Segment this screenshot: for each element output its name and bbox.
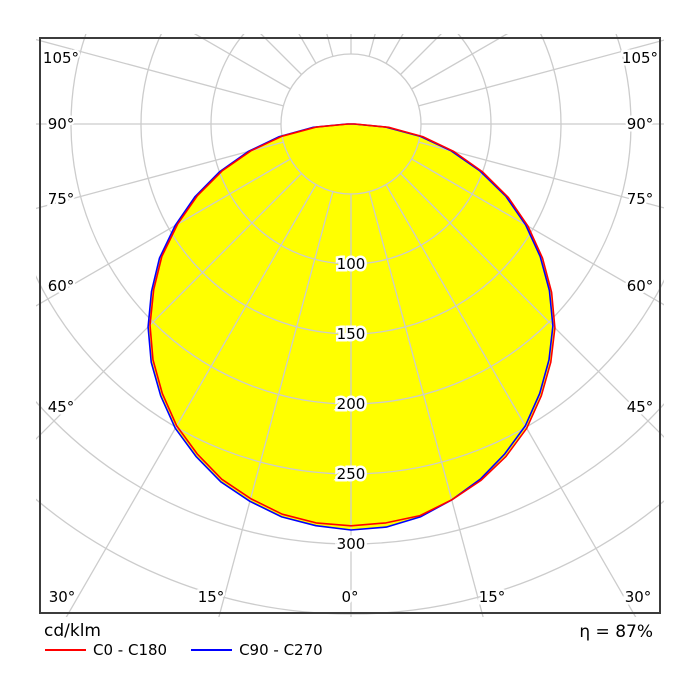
angle-label-left-60: 60° bbox=[48, 277, 75, 295]
angle-label-right-60: 60° bbox=[627, 277, 654, 295]
legend-units-label: cd/klm bbox=[44, 621, 101, 641]
angle-label-right-105: 105° bbox=[622, 49, 658, 67]
legend-item-c90-c270: C90 - C270 bbox=[239, 641, 323, 659]
angle-label-right-75: 75° bbox=[627, 190, 654, 208]
angle-label-bottom-2: 0° bbox=[341, 588, 358, 606]
legend: C0 - C180 C90 - C270 bbox=[45, 641, 347, 659]
angle-label-bottom-3: 15° bbox=[479, 588, 506, 606]
angle-label-right-45: 45° bbox=[627, 398, 654, 416]
radial-tick-label-300: 300 bbox=[337, 535, 366, 553]
angle-label-left-90: 90° bbox=[48, 115, 75, 133]
efficiency-value: η = 87% bbox=[579, 622, 653, 642]
legend-line-c90-c270-icon bbox=[191, 649, 233, 651]
angle-label-bottom-4: 30° bbox=[625, 588, 652, 606]
angle-label-left-105: 105° bbox=[43, 49, 79, 67]
legend-line-c0-c180-icon bbox=[45, 649, 86, 651]
radial-tick-label-200: 200 bbox=[337, 395, 366, 413]
angle-label-bottom-1: 15° bbox=[198, 588, 225, 606]
legend-item-c0-c180: C0 - C180 bbox=[93, 641, 168, 659]
radial-tick-label-150: 150 bbox=[337, 325, 366, 343]
radial-tick-label-250: 250 bbox=[337, 465, 366, 483]
angle-label-right-90: 90° bbox=[627, 115, 654, 133]
angle-label-left-45: 45° bbox=[48, 398, 75, 416]
angle-label-left-75: 75° bbox=[48, 190, 75, 208]
radial-tick-label-100: 100 bbox=[337, 255, 366, 273]
angle-label-bottom-0: 30° bbox=[49, 588, 76, 606]
